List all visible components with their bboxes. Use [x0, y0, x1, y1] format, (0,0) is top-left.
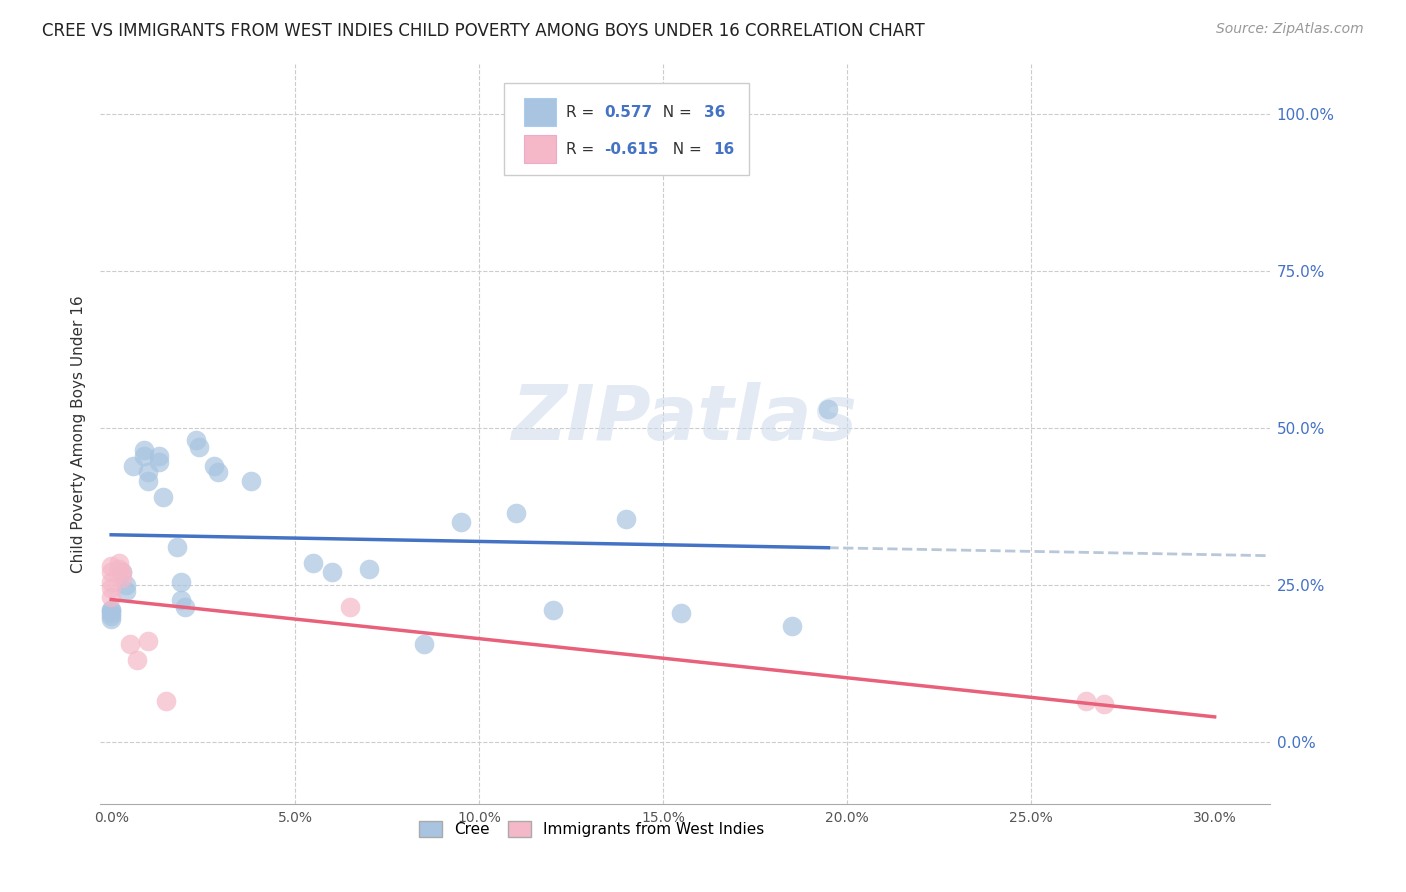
Point	[100, 603, 122, 617]
Point	[166, 540, 188, 554]
Text: R =: R =	[565, 104, 599, 120]
Point	[136, 634, 159, 648]
FancyBboxPatch shape	[503, 83, 749, 175]
Point	[100, 558, 122, 573]
Point	[614, 512, 637, 526]
Text: CREE VS IMMIGRANTS FROM WEST INDIES CHILD POVERTY AMONG BOYS UNDER 16 CORRELATIO: CREE VS IMMIGRANTS FROM WEST INDIES CHIL…	[42, 22, 925, 40]
Point	[302, 556, 325, 570]
Point	[505, 506, 527, 520]
Point	[152, 490, 174, 504]
Point	[188, 440, 211, 454]
Point	[780, 618, 803, 632]
Point	[115, 584, 138, 599]
Point	[184, 434, 207, 448]
Text: 16: 16	[713, 142, 734, 157]
Point	[107, 556, 129, 570]
Point	[1092, 697, 1115, 711]
Point	[541, 603, 564, 617]
Point	[817, 402, 839, 417]
Point	[412, 637, 434, 651]
Point	[1074, 694, 1097, 708]
Point	[357, 562, 380, 576]
Point	[170, 574, 193, 589]
Point	[100, 565, 122, 579]
Point	[155, 694, 177, 708]
Point	[134, 442, 156, 457]
Point	[239, 475, 262, 489]
Point	[100, 591, 122, 605]
Point	[125, 653, 148, 667]
Point	[136, 475, 159, 489]
Point	[100, 603, 122, 617]
Text: -0.615: -0.615	[605, 142, 659, 157]
Point	[134, 449, 156, 463]
Point	[207, 465, 229, 479]
Point	[100, 606, 122, 620]
Text: 36: 36	[703, 104, 725, 120]
Point	[100, 581, 122, 595]
Point	[100, 612, 122, 626]
Point	[202, 458, 225, 473]
Point	[339, 599, 361, 614]
Point	[100, 609, 122, 624]
FancyBboxPatch shape	[523, 135, 557, 163]
Point	[148, 449, 170, 463]
Point	[170, 593, 193, 607]
Point	[111, 565, 134, 579]
Point	[671, 606, 693, 620]
Point	[111, 572, 134, 586]
Text: R =: R =	[565, 142, 599, 157]
Y-axis label: Child Poverty Among Boys Under 16: Child Poverty Among Boys Under 16	[72, 295, 86, 573]
Text: N =: N =	[662, 142, 706, 157]
Point	[321, 565, 343, 579]
Point	[173, 599, 195, 614]
Point	[136, 465, 159, 479]
Point	[148, 455, 170, 469]
Text: 0.577: 0.577	[605, 104, 652, 120]
FancyBboxPatch shape	[523, 98, 557, 127]
Point	[107, 562, 129, 576]
Text: ZIPatlas: ZIPatlas	[512, 383, 858, 457]
Point	[450, 515, 472, 529]
Text: Source: ZipAtlas.com: Source: ZipAtlas.com	[1216, 22, 1364, 37]
Text: N =: N =	[654, 104, 697, 120]
Point	[122, 458, 145, 473]
Point	[100, 574, 122, 589]
Legend: Cree, Immigrants from West Indies: Cree, Immigrants from West Indies	[411, 814, 772, 845]
Point	[111, 565, 134, 579]
Point	[115, 578, 138, 592]
Point	[118, 637, 141, 651]
